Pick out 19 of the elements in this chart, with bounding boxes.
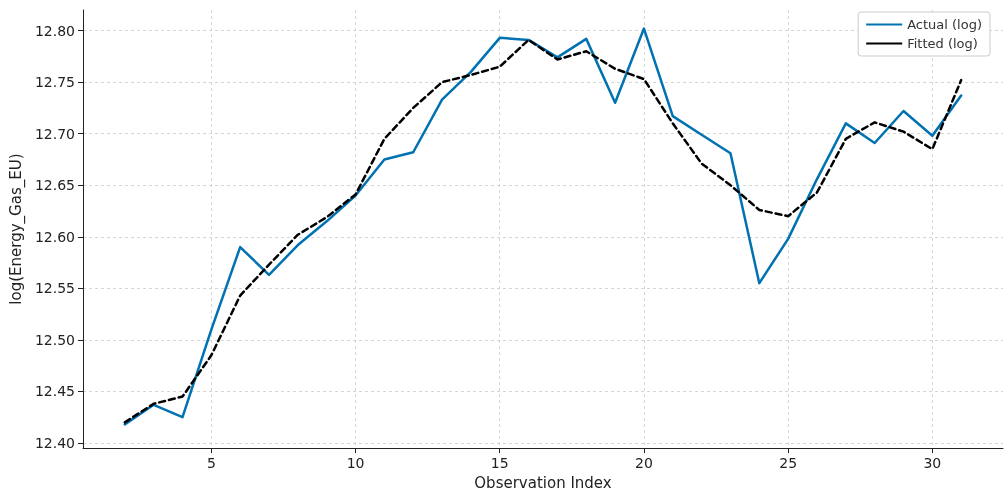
legend-label: Fitted (log) [907,36,978,51]
x-tick-label: 15 [490,455,509,472]
x-tick-label: 20 [635,455,653,472]
y-tick-label: 12.55 [34,280,75,297]
x-tick-label: 5 [206,455,216,472]
y-tick-label: 12.70 [34,125,75,142]
y-tick-label: 12.50 [34,331,75,348]
y-tick-label: 12.75 [34,74,75,91]
x-axis-title: Observation Index [474,473,612,492]
y-tick-label: 12.45 [34,383,75,400]
y-tick-label: 12.65 [34,177,75,194]
y-axis-title: log(Energy_Gas_EU) [6,153,26,305]
x-tick-label: 10 [346,455,365,472]
y-tick-label: 12.40 [34,434,75,451]
y-tick-label: 12.60 [34,228,75,245]
y-tick-label: 12.80 [34,22,75,39]
x-tick-label: 30 [923,455,942,472]
legend-label: Actual (log) [907,17,983,32]
x-tick-label: 25 [779,455,798,472]
